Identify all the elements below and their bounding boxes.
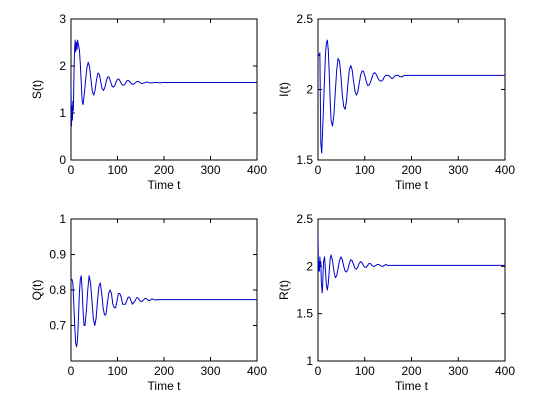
chart-panel-1: 0 100 200 300 400 0 1 2 3 Time t S(t) <box>30 12 267 192</box>
chart-panel-2: 0 100 200 300 400 1.5 2 2.5 Time t I(t) <box>277 12 515 192</box>
y-tick-label: 2.5 <box>296 212 313 226</box>
x-tick-label: 200 <box>154 163 174 177</box>
x-tick-label: 100 <box>107 364 127 378</box>
x-tick-label: 100 <box>355 163 375 177</box>
x-tick-label: 0 <box>68 364 75 378</box>
y-axis-label: S(t) <box>30 80 44 99</box>
y-tick-label: 1 <box>59 212 66 226</box>
y-tick-label: 3 <box>59 12 66 26</box>
y-axis-label: Q(t) <box>30 280 44 301</box>
chart-panel-4: 0 100 200 300 400 1 1.5 2 2.5 Time t R(t) <box>277 212 515 393</box>
y-tick-label: 1 <box>59 106 66 120</box>
plot-area <box>70 218 258 362</box>
plot-area <box>70 18 258 161</box>
y-axis-label: I(t) <box>277 82 291 97</box>
y-tick-label: 2 <box>59 59 66 73</box>
x-tick-label: 400 <box>495 364 515 378</box>
x-tick-label: 100 <box>107 163 127 177</box>
x-axis-label: Time t <box>148 379 182 393</box>
y-tick-label: 1.5 <box>296 153 313 167</box>
y-tick-label: 2.5 <box>296 12 313 26</box>
x-tick-label: 0 <box>68 163 75 177</box>
x-tick-label: 300 <box>448 163 468 177</box>
x-axis-label: Time t <box>395 379 429 393</box>
x-tick-label: 400 <box>247 163 267 177</box>
y-axis-label: R(t) <box>277 280 291 300</box>
y-tick-label: 1 <box>306 354 313 368</box>
x-tick-label: 200 <box>154 364 174 378</box>
x-tick-label: 100 <box>355 364 375 378</box>
y-tick-label: 0.7 <box>49 319 66 333</box>
x-tick-label: 400 <box>247 364 267 378</box>
series-line-1 <box>318 39 505 154</box>
x-tick-label: 0 <box>315 163 322 177</box>
series-line-1 <box>71 39 257 127</box>
y-tick-label: 2 <box>306 83 313 97</box>
x-axis-label: Time t <box>148 178 182 192</box>
series-line-1 <box>71 275 257 348</box>
x-tick-label: 0 <box>315 364 322 378</box>
plot-area <box>317 218 506 362</box>
x-tick-label: 200 <box>401 364 421 378</box>
series-line-1 <box>318 233 505 294</box>
x-tick-label: 200 <box>401 163 421 177</box>
x-tick-label: 300 <box>200 364 220 378</box>
y-tick-label: 0 <box>59 153 66 167</box>
x-tick-label: 300 <box>448 364 468 378</box>
y-tick-label: 0.8 <box>49 283 66 297</box>
y-tick-label: 2 <box>306 259 313 273</box>
plot-area <box>317 18 506 161</box>
x-tick-label: 300 <box>200 163 220 177</box>
y-tick-label: 0.9 <box>49 248 66 262</box>
chart-panel-3: 0 100 200 300 400 0.7 0.8 0.9 1 Time t Q(t) <box>30 212 267 393</box>
y-tick-label: 1.5 <box>296 307 313 321</box>
x-tick-label: 400 <box>495 163 515 177</box>
x-axis-label: Time t <box>395 178 429 192</box>
